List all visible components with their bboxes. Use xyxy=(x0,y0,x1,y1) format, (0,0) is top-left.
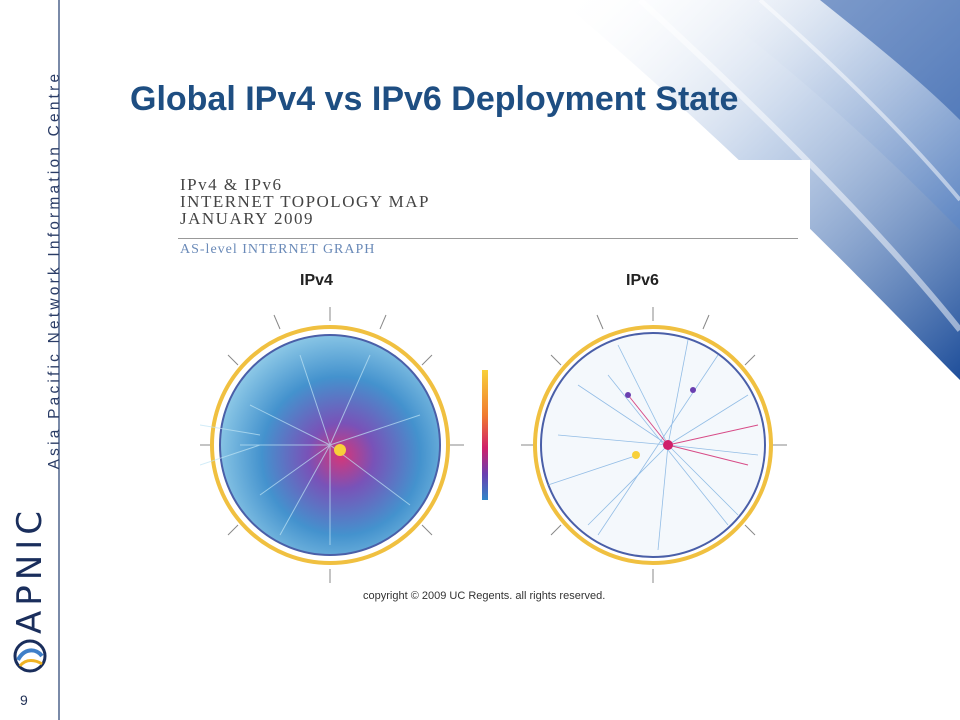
figure-header-line-1: IPv4 & IPv6 xyxy=(180,175,283,194)
page-number: 9 xyxy=(20,692,28,708)
figure-header-line-3: JANUARY 2009 xyxy=(180,209,315,228)
figure-header: IPv4 & IPv6 INTERNET TOPOLOGY MAP JANUAR… xyxy=(180,176,430,227)
apnic-logo-label: APNIC xyxy=(10,506,50,634)
topology-map-figure: IPv4 & IPv6 INTERNET TOPOLOGY MAP JANUAR… xyxy=(158,160,810,616)
slide-title: Global IPv4 vs IPv6 Deployment State xyxy=(130,80,739,118)
brand-tagline-text: Asia Pacific Network Information Centre xyxy=(46,70,63,470)
ipv6-label: IPv6 xyxy=(626,272,659,289)
ipv4-topology-graph xyxy=(200,307,464,583)
figure-copyright: copyright © 2009 UC Regents. all rights … xyxy=(363,590,606,602)
figure-header-rule xyxy=(178,238,798,239)
sidebar-divider xyxy=(58,0,60,720)
apnic-logo-text: APNIC xyxy=(5,506,55,634)
brand-tagline: Asia Pacific Network Information Centre xyxy=(40,71,70,470)
apnic-logo-icon xyxy=(13,639,47,673)
degree-color-scale xyxy=(482,370,488,500)
figure-subheader: AS-level INTERNET GRAPH xyxy=(180,242,376,257)
ipv6-topology-graph xyxy=(521,307,787,583)
ipv4-label: IPv4 xyxy=(300,272,333,289)
figure-header-line-2: INTERNET TOPOLOGY MAP xyxy=(180,192,430,211)
